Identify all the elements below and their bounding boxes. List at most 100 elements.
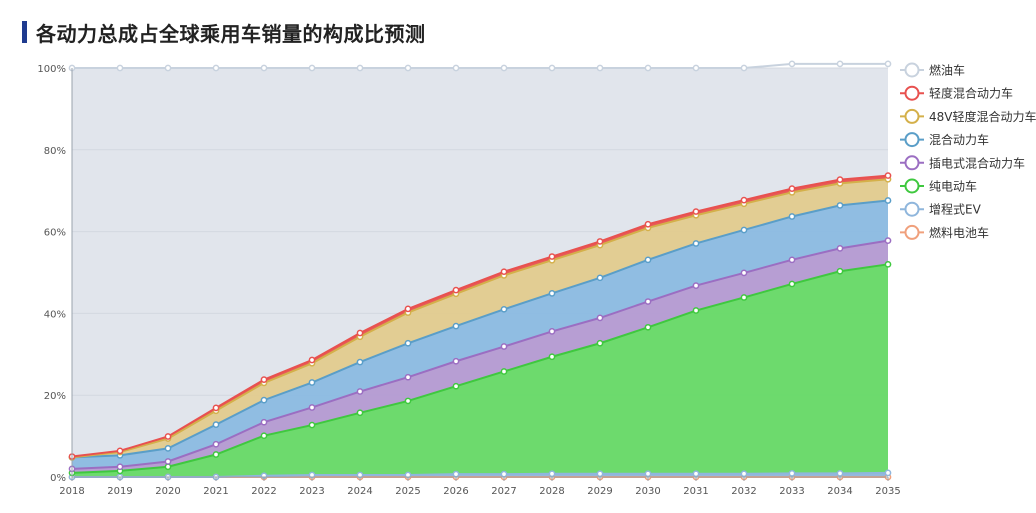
data-point bbox=[692, 470, 700, 478]
data-point bbox=[356, 358, 364, 366]
data-point bbox=[596, 274, 604, 282]
legend-marker bbox=[904, 108, 920, 124]
data-point bbox=[788, 213, 796, 220]
y-tick-label: 20% bbox=[44, 391, 66, 402]
data-point bbox=[788, 469, 796, 477]
data-point bbox=[836, 60, 844, 68]
x-tick-label: 2034 bbox=[827, 486, 852, 497]
data-point bbox=[692, 240, 700, 247]
data-point bbox=[356, 409, 364, 417]
data-point bbox=[884, 172, 892, 179]
data-point bbox=[692, 282, 700, 289]
series-line-3 bbox=[71, 239, 889, 470]
data-point bbox=[260, 376, 268, 384]
data-point bbox=[212, 451, 220, 458]
x-tick-label: 2019 bbox=[107, 486, 132, 497]
data-point bbox=[548, 253, 556, 260]
legend-item[interactable]: 插电式混合动力车 bbox=[900, 155, 1025, 171]
legend-marker bbox=[904, 224, 920, 240]
data-point bbox=[212, 64, 220, 72]
data-point bbox=[500, 343, 508, 350]
data-point bbox=[500, 64, 508, 72]
x-tick-label: 2028 bbox=[539, 486, 564, 497]
legend-marker bbox=[904, 85, 920, 101]
x-tick-label: 2026 bbox=[443, 486, 468, 497]
legend-marker bbox=[904, 201, 920, 217]
x-tick-label: 2018 bbox=[59, 486, 84, 497]
data-point bbox=[308, 421, 316, 429]
x-tick-label: 2023 bbox=[299, 486, 324, 497]
data-point bbox=[788, 60, 796, 68]
data-point bbox=[596, 470, 604, 478]
chart-header: 各动力总成占全球乘用车销量的构成比预测 bbox=[22, 20, 426, 46]
data-point bbox=[212, 421, 220, 428]
data-point bbox=[644, 220, 652, 228]
x-tick-label: 2027 bbox=[491, 486, 516, 497]
data-point bbox=[548, 328, 556, 335]
data-point bbox=[356, 388, 364, 395]
data-point bbox=[356, 64, 364, 72]
data-point bbox=[164, 458, 172, 465]
data-point bbox=[404, 305, 412, 313]
data-point bbox=[500, 268, 508, 276]
data-point bbox=[452, 470, 460, 478]
data-point bbox=[692, 64, 700, 72]
legend-item[interactable]: 纯电动车 bbox=[900, 178, 977, 194]
data-point bbox=[260, 64, 268, 72]
x-tick-label: 2020 bbox=[155, 486, 180, 497]
legend-item[interactable]: 轻度混合动力车 bbox=[900, 85, 1013, 101]
legend-label: 燃油车 bbox=[929, 63, 965, 78]
y-tick-label: 40% bbox=[44, 309, 66, 320]
data-point bbox=[884, 197, 892, 204]
data-point bbox=[500, 368, 508, 375]
legend-item[interactable]: 48V轻度混合动力车 bbox=[900, 108, 1036, 124]
data-point bbox=[740, 64, 748, 72]
series-line-7 bbox=[72, 62, 888, 69]
chart-title: 各动力总成占全球乘用车销量的构成比预测 bbox=[36, 21, 426, 46]
x-tick-label: 2029 bbox=[587, 486, 612, 497]
data-point bbox=[788, 256, 796, 264]
x-tick-label: 2031 bbox=[683, 486, 708, 497]
data-point bbox=[740, 226, 748, 234]
data-point bbox=[644, 256, 652, 264]
x-tick-label: 2035 bbox=[875, 486, 900, 497]
data-point bbox=[116, 463, 124, 471]
data-point bbox=[644, 298, 652, 305]
data-point bbox=[692, 307, 700, 314]
y-tick-label: 80% bbox=[44, 146, 66, 157]
x-tick-label: 2025 bbox=[395, 486, 420, 497]
data-point bbox=[836, 469, 844, 477]
series-line-2 bbox=[71, 263, 889, 474]
legend-marker bbox=[904, 155, 920, 171]
data-point bbox=[356, 329, 364, 337]
data-point bbox=[788, 185, 796, 193]
legend-marker bbox=[904, 62, 920, 78]
data-point bbox=[404, 339, 412, 347]
data-point bbox=[884, 237, 892, 244]
area-5 bbox=[72, 179, 888, 458]
data-point bbox=[308, 379, 316, 386]
legend-item[interactable]: 混合动力车 bbox=[900, 132, 989, 148]
legend-label: 插电式混合动力车 bbox=[929, 155, 1025, 170]
data-point bbox=[884, 60, 892, 68]
data-point bbox=[500, 470, 508, 478]
area-2 bbox=[72, 264, 888, 477]
title-accent-bar bbox=[22, 21, 27, 43]
data-point bbox=[548, 470, 556, 478]
data-point bbox=[596, 339, 604, 347]
data-point bbox=[164, 445, 172, 452]
data-point bbox=[452, 382, 460, 390]
series-line-5 bbox=[71, 178, 889, 459]
data-point bbox=[308, 356, 316, 364]
legend-item[interactable]: 燃油车 bbox=[900, 62, 965, 78]
data-point bbox=[212, 440, 220, 448]
legend-item[interactable]: 燃料电池车 bbox=[900, 224, 989, 240]
data-point bbox=[548, 64, 556, 72]
data-point bbox=[500, 305, 508, 313]
y-tick-label: 100% bbox=[37, 64, 66, 75]
legend-item[interactable]: 增程式EV bbox=[900, 201, 982, 217]
data-point bbox=[596, 314, 604, 322]
data-point bbox=[836, 245, 844, 252]
data-point bbox=[836, 267, 844, 275]
data-point bbox=[548, 290, 556, 297]
